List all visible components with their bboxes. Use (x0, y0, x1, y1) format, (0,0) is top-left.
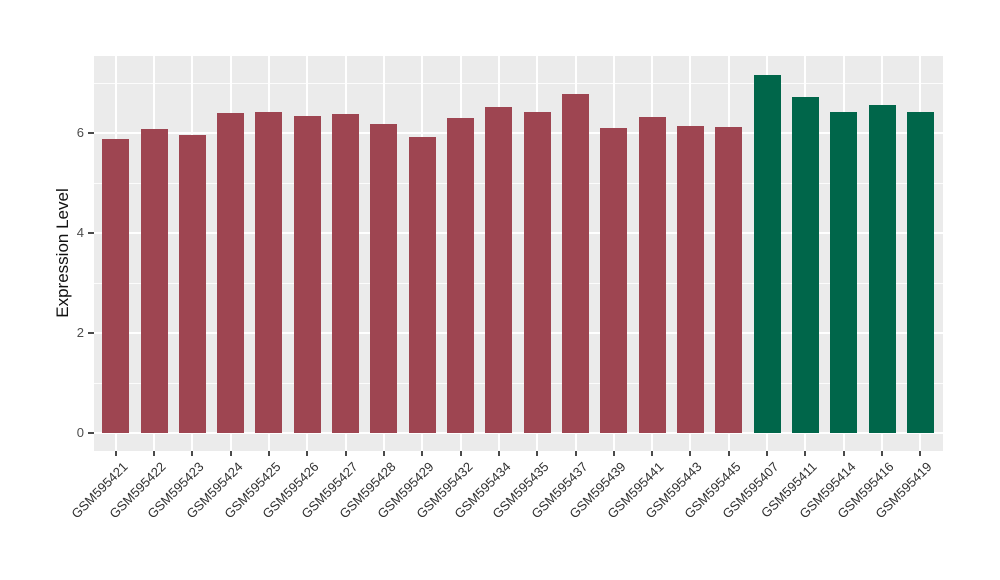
x-axis-tick (191, 451, 194, 456)
y-axis-tick (88, 432, 94, 434)
bar-GSM595411 (791, 97, 819, 433)
x-axis-tick (881, 451, 884, 456)
x-axis-tick (344, 451, 347, 456)
x-axis-tick (229, 451, 232, 456)
bar-GSM595422 (140, 129, 168, 433)
y-major-gridline (94, 432, 943, 434)
bar-GSM595435 (523, 112, 551, 433)
x-axis-tick (689, 451, 692, 456)
x-axis-tick (114, 451, 117, 456)
x-axis-tick (459, 451, 462, 456)
bar-GSM595426 (293, 116, 321, 433)
bar-GSM595407 (753, 75, 781, 433)
bar-GSM595445 (715, 127, 743, 433)
y-axis-tick (88, 332, 94, 334)
bar-GSM595414 (830, 112, 858, 433)
bar-GSM595439 (600, 128, 628, 433)
y-axis-title: Expression Level (53, 188, 72, 318)
y-major-gridline (94, 232, 943, 234)
bar-GSM595421 (102, 139, 130, 433)
x-axis-tick (536, 451, 539, 456)
y-axis-tick (88, 232, 94, 234)
bar-GSM595429 (408, 137, 436, 433)
x-axis-tick (919, 451, 922, 456)
bar-GSM595427 (332, 114, 360, 433)
bar-GSM595425 (255, 112, 283, 433)
bar-GSM595441 (638, 117, 666, 433)
y-minor-gridline (94, 282, 943, 284)
bar-GSM595416 (868, 105, 896, 433)
bar-GSM595434 (485, 107, 513, 433)
y-axis-tick (88, 132, 94, 134)
plot-panel (94, 56, 943, 451)
y-axis-tick-label: 6 (76, 125, 84, 140)
bar-GSM595424 (217, 113, 245, 433)
x-axis-tick (382, 451, 385, 456)
x-axis-tick (421, 451, 424, 456)
bar-GSM595437 (562, 94, 589, 433)
y-major-gridline (94, 332, 943, 334)
x-axis-tick (306, 451, 309, 456)
bar-GSM595432 (447, 118, 475, 433)
y-axis-tick-label: 0 (76, 425, 84, 440)
x-axis-tick (651, 451, 654, 456)
x-axis-tick (612, 451, 615, 456)
y-minor-gridline (94, 82, 943, 84)
bar-GSM595419 (906, 112, 934, 433)
x-axis-tick (804, 451, 807, 456)
bar-GSM595423 (178, 135, 206, 433)
x-axis-tick (497, 451, 500, 456)
y-axis-tick-label: 4 (76, 225, 84, 240)
x-axis-tick (267, 451, 270, 456)
y-axis-tick-label: 2 (76, 325, 84, 340)
x-axis-tick (153, 451, 156, 456)
x-axis-tick (727, 451, 730, 456)
bar-GSM595443 (676, 126, 704, 433)
x-axis-tick (766, 451, 769, 456)
y-minor-gridline (94, 382, 943, 384)
y-major-gridline (94, 132, 943, 134)
y-minor-gridline (94, 182, 943, 184)
x-axis-tick (574, 451, 577, 456)
x-axis-tick (842, 451, 845, 456)
bar-GSM595428 (370, 124, 398, 433)
